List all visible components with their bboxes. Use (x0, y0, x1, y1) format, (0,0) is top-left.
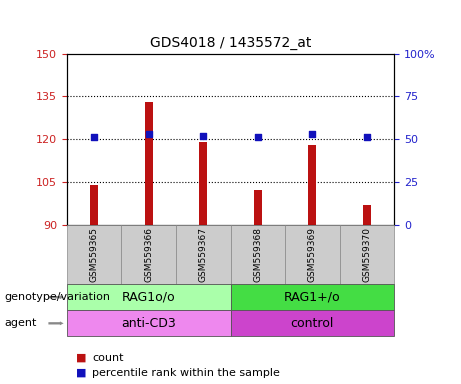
Bar (199, 142, 207, 225)
Point (90, 134, 98, 141)
Text: GSM559370: GSM559370 (362, 227, 372, 282)
Bar (145, 102, 153, 225)
Bar (67, 284, 230, 310)
Bar (230, 310, 394, 336)
Bar (308, 145, 316, 225)
Title: GDS4018 / 1435572_at: GDS4018 / 1435572_at (150, 36, 311, 50)
Text: GSM559365: GSM559365 (89, 227, 99, 282)
Text: RAG1+/o: RAG1+/o (284, 291, 341, 304)
Bar (285, 225, 340, 284)
Text: RAG1o/o: RAG1o/o (122, 291, 176, 304)
Bar (254, 190, 262, 225)
Point (254, 134, 261, 141)
Text: GSM559366: GSM559366 (144, 227, 153, 282)
Point (200, 133, 207, 139)
Text: count: count (92, 353, 124, 362)
Bar (67, 310, 230, 336)
Text: genotype/variation: genotype/variation (5, 292, 111, 302)
Text: GSM559367: GSM559367 (199, 227, 208, 282)
Text: GSM559369: GSM559369 (308, 227, 317, 282)
Text: control: control (290, 317, 334, 330)
Text: agent: agent (5, 318, 37, 328)
Bar (340, 225, 394, 284)
Text: ■: ■ (76, 368, 87, 378)
Bar (67, 225, 121, 284)
Bar (121, 225, 176, 284)
Point (145, 131, 152, 137)
Text: anti-CD3: anti-CD3 (121, 317, 176, 330)
Point (363, 134, 371, 141)
Point (309, 131, 316, 137)
Text: GSM559368: GSM559368 (253, 227, 262, 282)
Bar (230, 225, 285, 284)
Bar (363, 205, 371, 225)
Text: percentile rank within the sample: percentile rank within the sample (92, 368, 280, 378)
Bar (176, 225, 230, 284)
Text: ■: ■ (76, 353, 87, 362)
Bar (90, 185, 98, 225)
Bar (230, 284, 394, 310)
